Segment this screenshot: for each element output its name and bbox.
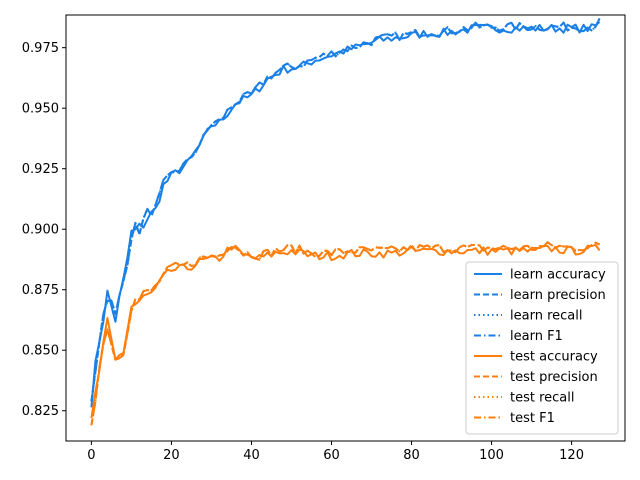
legend-label: test accuracy [510, 350, 598, 365]
legend-label: test precision [510, 370, 598, 385]
legend-label: learn F1 [510, 329, 563, 344]
x-tick-label: 0 [87, 448, 95, 463]
y-tick-label: 0.975 [22, 41, 59, 56]
legend-label: test F1 [510, 411, 555, 426]
x-tick-label: 100 [479, 448, 504, 463]
y-tick-label: 0.925 [22, 162, 59, 177]
x-tick-label: 40 [243, 448, 260, 463]
y-tick-label: 0.825 [22, 404, 59, 419]
x-tick-label: 20 [163, 448, 180, 463]
series-line-learn-accuracy [90, 21, 601, 408]
y-tick-label: 0.875 [22, 283, 59, 298]
y-tick-label: 0.850 [22, 344, 59, 359]
legend-label: test recall [510, 391, 575, 406]
series-layer [90, 17, 601, 426]
x-tick-label: 120 [559, 448, 584, 463]
y-tick-label: 0.950 [22, 102, 59, 117]
x-tick-label: 60 [323, 448, 340, 463]
y-axis: 0.825 0.850 0.875 0.900 0.925 0.950 0.975 [22, 41, 66, 419]
legend-label: learn precision [510, 288, 606, 303]
legend-box [465, 261, 619, 435]
legend-label: learn recall [510, 309, 582, 324]
axes-frame [65, 14, 626, 442]
y-tick-label: 0.900 [22, 223, 59, 238]
legend-label: learn accuracy [510, 268, 606, 283]
series-line-test-accuracy [90, 243, 601, 419]
series-line-test-precision [90, 241, 600, 426]
x-axis: 0 20 40 60 80 100 120 [87, 441, 584, 463]
x-tick-label: 80 [403, 448, 420, 463]
legend: learn accuracy learn precision learn recal… [465, 261, 619, 435]
